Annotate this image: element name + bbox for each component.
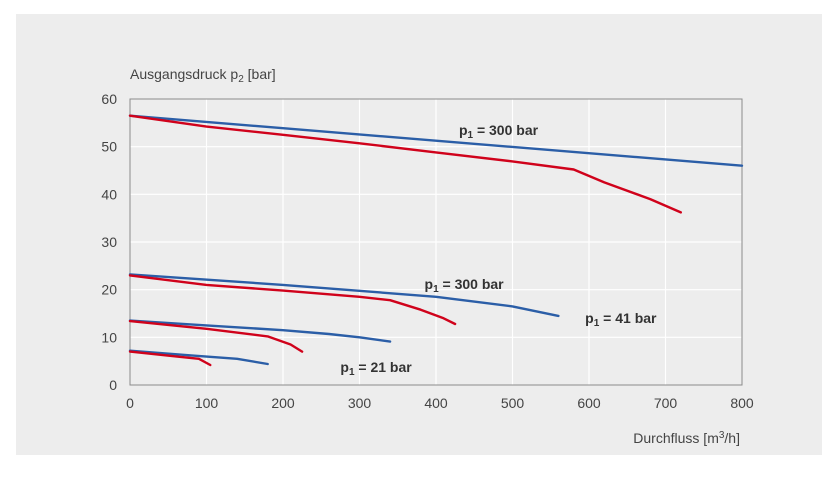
- y-axis-label: Ausgangsdruck p2 [bar]: [130, 66, 276, 85]
- x-tick-label: 800: [730, 395, 754, 411]
- annotation-label: p1 = 21 bar: [340, 359, 412, 378]
- x-axis-label: Durchfluss [m3/h]: [633, 430, 740, 446]
- series-line-2-red: [128, 114, 682, 214]
- series-line-1-blue: [128, 114, 744, 167]
- y-tick-label: 0: [109, 377, 117, 393]
- annotation-label: p1 = 300 bar: [425, 276, 505, 295]
- series-line-8-red: [128, 350, 212, 367]
- annotation-subscript: 1: [468, 130, 474, 141]
- x-axis-label-unit: /h]: [724, 430, 740, 446]
- x-axis-label-main: Durchfluss [m: [633, 430, 719, 446]
- y-tick-label: 50: [101, 139, 117, 155]
- series-line-6-red: [128, 319, 304, 353]
- y-tick-label: 60: [101, 91, 117, 107]
- annotation-value: = 300 bar: [473, 122, 539, 138]
- x-tick-label: 700: [654, 395, 678, 411]
- series-line-3-blue: [128, 273, 560, 318]
- series-line-5-blue: [128, 319, 392, 343]
- annotation-symbol: p: [425, 276, 434, 292]
- y-tick-label: 30: [101, 234, 117, 250]
- annotation-subscript: 1: [594, 318, 600, 329]
- x-tick-label: 600: [577, 395, 601, 411]
- annotation-subscript: 1: [433, 284, 439, 295]
- annotation-symbol: p: [459, 122, 468, 138]
- plot-area: [129, 98, 743, 386]
- x-tick-label: 400: [424, 395, 448, 411]
- x-tick-label: 0: [126, 395, 134, 411]
- x-tick-label: 300: [348, 395, 372, 411]
- annotation-subscript: 1: [349, 367, 355, 378]
- y-axis-label-subscript: 2: [238, 74, 244, 85]
- y-axis-label-main: Ausgangsdruck p: [130, 66, 238, 82]
- y-tick-label: 10: [101, 329, 117, 345]
- annotation-value: = 21 bar: [355, 359, 413, 375]
- annotation-label: p1 = 300 bar: [459, 122, 539, 141]
- series-group: [128, 114, 744, 367]
- y-tick-label: 20: [101, 282, 117, 298]
- series-line-7-blue: [128, 349, 269, 366]
- annotation-label: p1 = 41 bar: [585, 310, 657, 329]
- annotation-value: = 300 bar: [439, 276, 505, 292]
- x-tick-label: 500: [501, 395, 525, 411]
- x-axis-ticks: 0 100 200 300 400 500 600 700 800: [126, 395, 754, 411]
- x-tick-label: 200: [271, 395, 295, 411]
- y-tick-label: 40: [101, 186, 117, 202]
- annotation-symbol: p: [340, 359, 349, 375]
- x-tick-label: 100: [195, 395, 219, 411]
- series-line-4-red: [128, 274, 457, 326]
- annotation-symbol: p: [585, 310, 594, 326]
- y-axis-ticks: 0 10 20 30 40 50 60: [101, 91, 117, 393]
- chart-panel: [16, 14, 822, 455]
- x-axis-label-superscript: 3: [719, 430, 725, 441]
- y-axis-label-unit: [bar]: [244, 66, 276, 82]
- annotation-value: = 41 bar: [599, 310, 657, 326]
